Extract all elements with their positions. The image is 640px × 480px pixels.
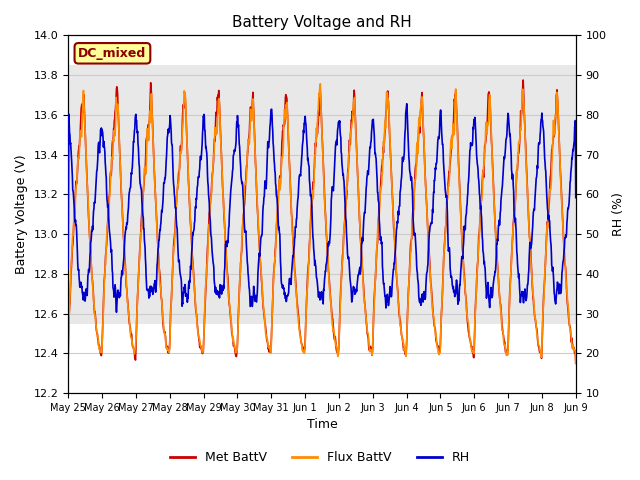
- Text: DC_mixed: DC_mixed: [78, 47, 147, 60]
- Y-axis label: Battery Voltage (V): Battery Voltage (V): [15, 155, 28, 274]
- Bar: [68, 65, 576, 324]
- Title: Battery Voltage and RH: Battery Voltage and RH: [232, 15, 412, 30]
- Y-axis label: RH (%): RH (%): [612, 192, 625, 236]
- Legend: Met BattV, Flux BattV, RH: Met BattV, Flux BattV, RH: [165, 446, 475, 469]
- X-axis label: Time: Time: [307, 419, 337, 432]
